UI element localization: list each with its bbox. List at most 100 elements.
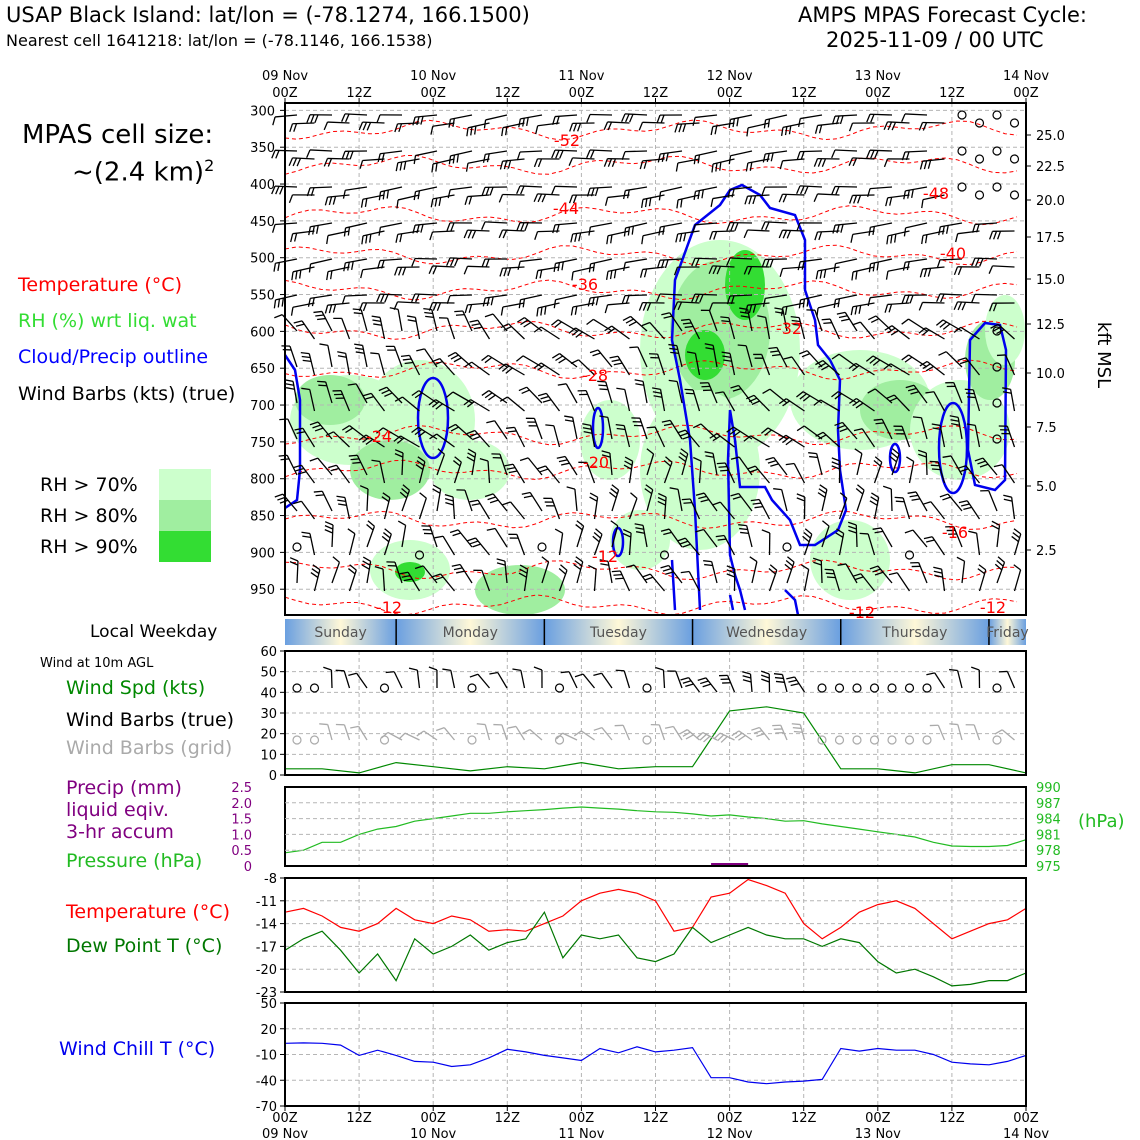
- wind-barb: [693, 423, 718, 440]
- wind-barb-feather: [519, 457, 529, 462]
- wind-barb-staff: [471, 361, 490, 376]
- wind-barb: [394, 449, 404, 476]
- wind-barb-feather: [710, 198, 714, 208]
- wind-barb: [965, 724, 981, 741]
- wind-barb-staff: [442, 535, 456, 556]
- wind-barb-feather: [705, 347, 714, 350]
- wind-barb-staff: [852, 230, 875, 236]
- wind-barb: [938, 222, 963, 236]
- rh-area: [350, 440, 430, 500]
- wind-speed-line: [285, 706, 1027, 774]
- wind-barb: [641, 230, 665, 245]
- wind-barb: [743, 435, 770, 448]
- wind-barb-feather: [677, 429, 686, 434]
- wind-barb: [481, 258, 508, 268]
- wind-barb: [957, 357, 981, 376]
- wind-barb-feather: [573, 563, 582, 571]
- wind-barb-feather: [607, 327, 616, 334]
- wind-barb: [444, 493, 456, 520]
- wind-barb-feather: [814, 125, 819, 134]
- wind-barb-feather: [324, 305, 329, 314]
- wind-barb-feather: [537, 158, 543, 168]
- wind-barb-calm: [992, 110, 1002, 120]
- wind-barb-staff: [309, 389, 316, 412]
- pressure-tick-label: 975: [1036, 860, 1061, 875]
- wind-barb-feather: [342, 190, 346, 199]
- wind-barb-feather: [841, 318, 850, 322]
- wind-barb-feather: [623, 464, 632, 470]
- wind-barb-feather: [522, 298, 526, 308]
- wind-barb-staff: [449, 294, 473, 297]
- wind-barb-staff: [817, 302, 840, 309]
- wind-barb: [347, 564, 357, 592]
- wind-barb-feather: [446, 295, 451, 304]
- wind-barb: [778, 193, 805, 203]
- wind-barb: [850, 302, 875, 316]
- wind-barb-feather: [693, 155, 697, 165]
- wind-barb-feather: [775, 311, 784, 314]
- wind-barb: [456, 489, 473, 512]
- wind-barb-feather: [855, 576, 864, 581]
- wind-barb: [917, 449, 928, 476]
- wind-barb: [615, 423, 631, 448]
- wind-barb-feather: [382, 492, 391, 499]
- wind-barb-feather: [500, 306, 504, 316]
- wind-barb: [593, 672, 613, 689]
- wind-barb: [366, 520, 376, 548]
- wind-barb: [746, 122, 770, 137]
- wind-barb: [848, 157, 875, 167]
- wind-barb-staff: [1006, 671, 1016, 689]
- wind-barb-calm: [922, 683, 932, 693]
- wind-barb-feather: [589, 496, 598, 502]
- wind-barb: [868, 315, 893, 332]
- wind-barb: [432, 573, 456, 592]
- wind-barb-feather: [444, 497, 454, 502]
- wind-barb: [832, 222, 858, 234]
- wind-barb-feather: [553, 299, 557, 309]
- wind-barb: [553, 294, 578, 309]
- wind-barb: [447, 351, 473, 368]
- wind-barb: [611, 570, 631, 592]
- wind-barb: [669, 487, 683, 512]
- wind-barb-feather: [638, 302, 644, 311]
- wind-barb-staff: [675, 670, 683, 689]
- wind-barb: [378, 186, 403, 201]
- top-hour-label: 00Z: [717, 86, 743, 101]
- pressure-line: [284, 806, 1027, 854]
- wind-barb-feather: [923, 536, 933, 540]
- wind-barb-feather: [621, 113, 626, 122]
- wind-barb: [347, 528, 356, 556]
- precip-label: Precip (mm): [66, 777, 182, 799]
- wind-barb-feather: [867, 188, 871, 197]
- wind-barb-feather: [831, 457, 841, 462]
- wind-barb-feather: [384, 294, 389, 303]
- wind-barb-feather: [289, 557, 299, 562]
- wind-barb: [886, 394, 910, 412]
- wind-barb-feather: [411, 293, 416, 303]
- wind-barb-feather: [560, 564, 568, 571]
- wind-barb-staff: [1013, 569, 1022, 592]
- wind-barb: [406, 315, 421, 340]
- wind-barb: [476, 723, 491, 741]
- wind-barb-feather: [1002, 391, 1012, 394]
- wind-barb-feather: [926, 672, 935, 676]
- wind-barb: [813, 157, 840, 167]
- wind-barb: [691, 293, 718, 303]
- wind-barb-feather: [840, 224, 844, 233]
- wind-barb: [289, 557, 299, 584]
- wind-barb-staff: [1001, 464, 1016, 484]
- wind-barb-feather: [631, 417, 640, 419]
- wind-barb-feather: [570, 306, 574, 316]
- wind-barb: [271, 185, 298, 195]
- wind-barb-feather: [420, 116, 424, 125]
- wind-barb: [991, 520, 1001, 548]
- wind-barb: [889, 448, 900, 476]
- wind-barb-staff: [356, 672, 368, 689]
- wind-barb-feather: [695, 492, 705, 496]
- wind-barb-staff: [672, 726, 683, 741]
- wind-barb-staff: [380, 222, 403, 228]
- wind-barb-feather: [485, 187, 490, 196]
- wind-barb: [603, 121, 630, 131]
- wind-barb-feather: [775, 680, 785, 683]
